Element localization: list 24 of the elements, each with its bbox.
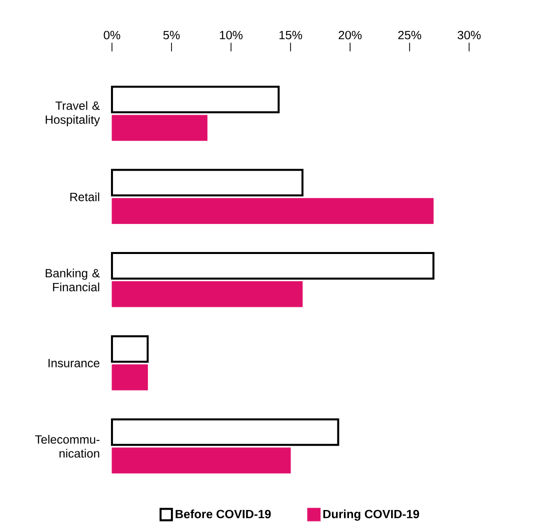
bar — [110, 335, 149, 363]
x-tick-label: 30% — [458, 30, 481, 40]
y-tick-label: Banking & Financial — [46, 268, 100, 292]
y-tick-label: Insurance — [48, 359, 100, 368]
x-tick-label: 0% — [104, 30, 120, 40]
legend-label: During COVID-19 — [323, 510, 420, 521]
y-tick-label: Travel & Hospitality — [46, 101, 100, 126]
bar — [110, 86, 280, 114]
bar — [110, 418, 340, 446]
x-tick-label: 15% — [280, 30, 302, 40]
bar — [110, 252, 434, 280]
y-tick-label: Telecommu-nication — [35, 434, 100, 458]
bar — [112, 281, 303, 308]
x-tick-label: 10% — [220, 30, 243, 40]
y-tick-label: Retail — [70, 192, 100, 202]
x-tick-label: 20% — [338, 30, 362, 40]
bar — [112, 448, 291, 474]
bar — [112, 114, 208, 141]
x-tick-label: 5% — [163, 30, 180, 40]
bar — [112, 364, 148, 390]
x-tick-label: 25% — [398, 30, 422, 40]
bar — [112, 198, 434, 224]
bar — [110, 168, 304, 196]
legend-label: Before COVID-19 — [176, 510, 271, 518]
